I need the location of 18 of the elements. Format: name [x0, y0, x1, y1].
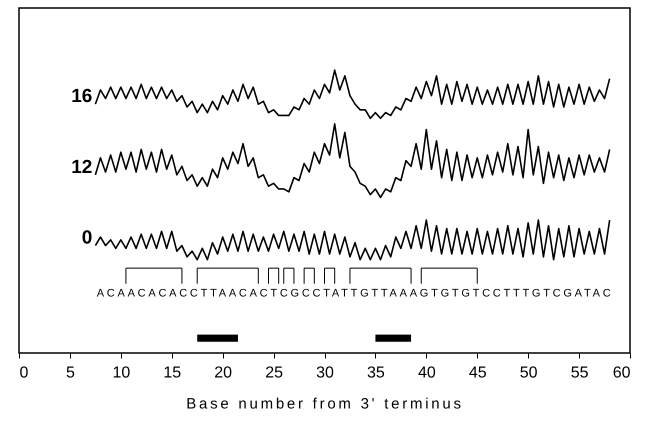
x-tick-label: 40	[418, 364, 436, 382]
annotation: ACAACACACCTTAACACTCGCCTATTGTTAAAGTGTGTCCTTTGTCGATAC	[96, 288, 614, 300]
series-label: 12	[71, 156, 92, 178]
x-tick-label: 50	[520, 364, 538, 382]
x-tick-label: 25	[265, 364, 284, 382]
x-tick-label: 45	[468, 364, 487, 382]
x-tick-label: 15	[163, 364, 182, 382]
x-axis-title: Base number from 3' terminus	[186, 396, 464, 412]
x-tick-label: 35	[367, 364, 385, 382]
x-tick-label: 55	[570, 364, 589, 382]
x-tick-label: 10	[112, 364, 130, 382]
x-tick-label: 30	[316, 364, 334, 382]
series-label: 0	[82, 228, 92, 249]
x-tick-label: 0	[20, 364, 28, 382]
x-tick-label: 5	[66, 364, 75, 382]
x-tick-label: 60	[612, 364, 631, 382]
x-tick-label: 20	[214, 364, 232, 382]
series-label: 16	[71, 86, 92, 108]
